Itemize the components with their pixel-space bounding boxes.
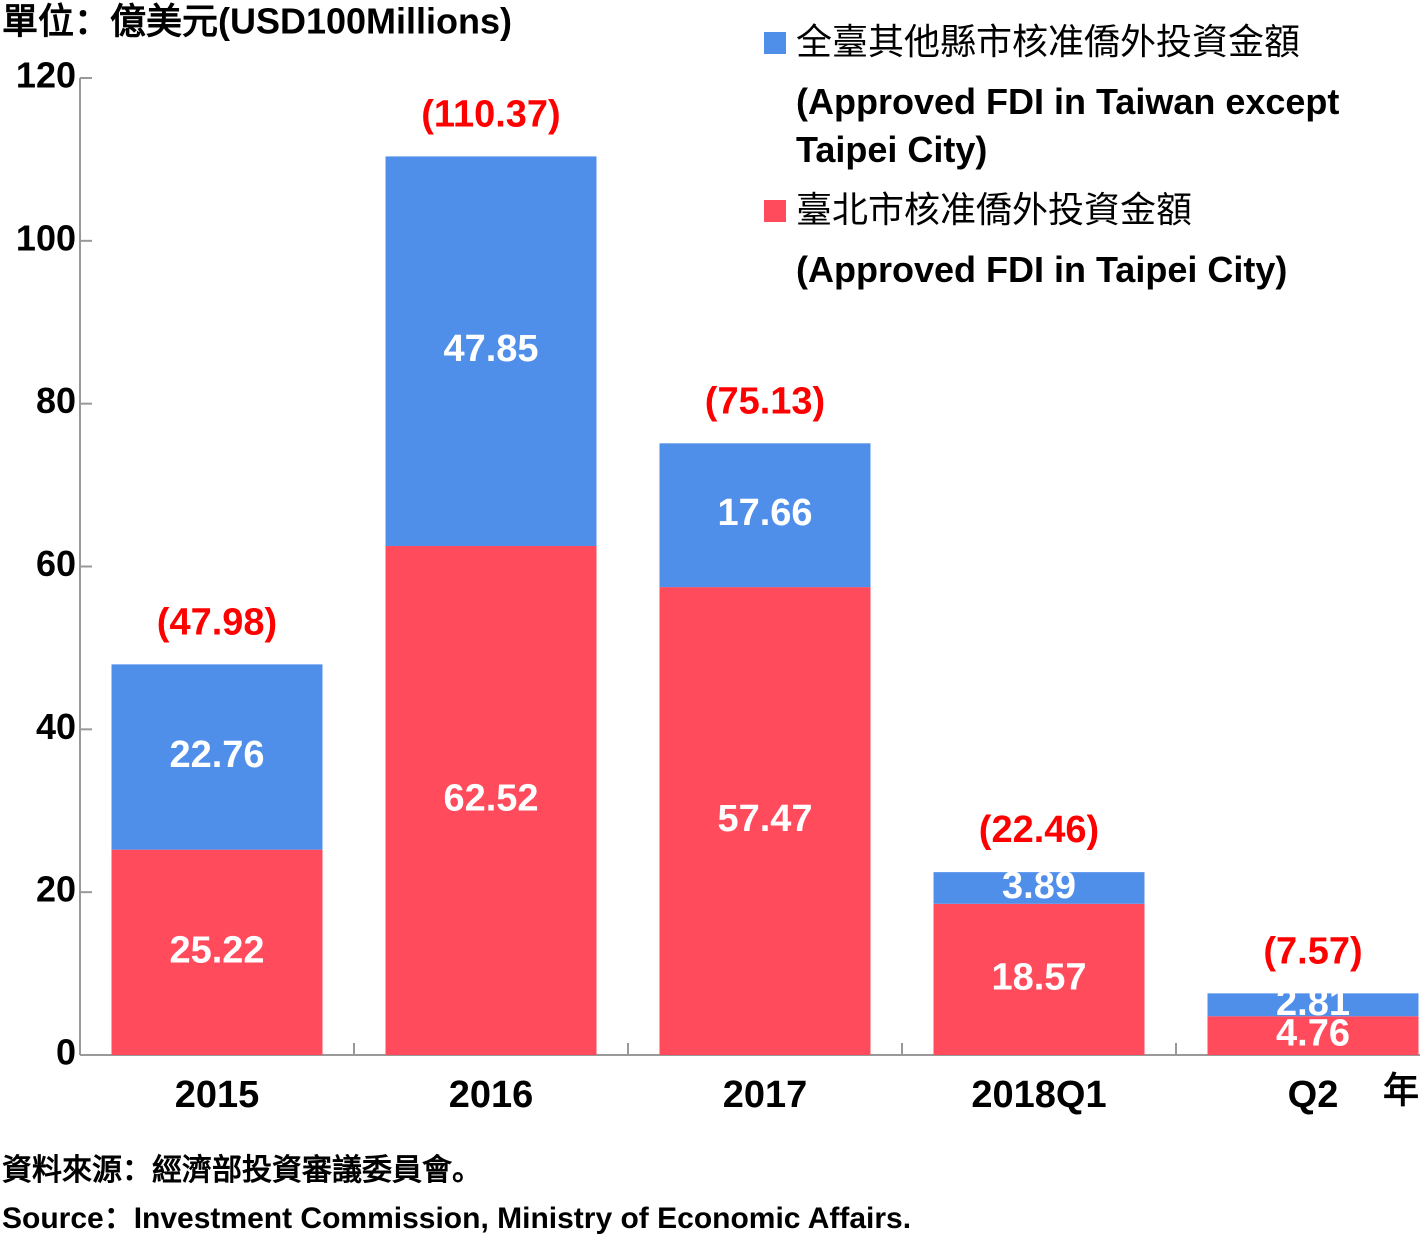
x-tick-label: 2015 xyxy=(175,1074,260,1116)
legend-swatch xyxy=(764,200,786,222)
value-label: 47.85 xyxy=(443,328,538,370)
value-label: 57.47 xyxy=(717,798,812,840)
bar-segment xyxy=(1207,1016,1419,1055)
bar-segment xyxy=(659,443,871,588)
x-tick-label: 2016 xyxy=(449,1074,534,1116)
bar-segment xyxy=(385,156,597,546)
x-tick-label: Q2 xyxy=(1288,1074,1339,1116)
total-label: (75.13) xyxy=(705,380,825,422)
total-label: (47.98) xyxy=(157,601,277,643)
x-tick-label: 2018Q1 xyxy=(971,1074,1106,1116)
y-tick-label: 20 xyxy=(36,869,76,910)
legend-label: 臺北市核准僑外投資金額(Approved FDI in Taipei City) xyxy=(796,189,1287,290)
total-label: (22.46) xyxy=(979,809,1099,851)
y-tick-label: 40 xyxy=(36,706,76,747)
bar-segment xyxy=(659,587,871,1055)
value-label: 4.76 xyxy=(1276,1013,1350,1055)
value-label: 3.89 xyxy=(1002,865,1076,907)
value-label: 17.66 xyxy=(717,492,812,534)
y-tick-label: 60 xyxy=(36,543,76,584)
bar-segment xyxy=(111,664,323,850)
total-label: (110.37) xyxy=(421,93,560,135)
y-axis-label: 單位：億美元(USD100Millions) xyxy=(2,1,512,42)
x-axis-unit: 年 xyxy=(1383,1070,1419,1111)
value-label: 18.57 xyxy=(991,956,1086,998)
value-label: 22.76 xyxy=(169,734,264,776)
bar-segment xyxy=(1207,993,1419,1017)
x-tick-label: 2017 xyxy=(723,1074,808,1116)
legend-swatch xyxy=(764,32,786,54)
bar-segment xyxy=(933,872,1145,904)
value-label: 62.52 xyxy=(443,778,538,820)
source: Source：Investment Commission, Ministry o… xyxy=(2,1202,911,1235)
value-label: 25.22 xyxy=(169,929,264,971)
value-label: 2.81 xyxy=(1276,982,1350,1024)
y-tick-label: 0 xyxy=(56,1032,76,1073)
bar-segment xyxy=(385,545,597,1055)
bar-segment xyxy=(111,849,323,1055)
bar-segment xyxy=(933,903,1145,1055)
legend-label: 全臺其他縣市核准僑外投資金額(Approved FDI in Taiwan ex… xyxy=(796,21,1339,170)
y-tick-label: 120 xyxy=(16,55,76,96)
y-tick-label: 100 xyxy=(16,217,76,258)
total-label: (7.57) xyxy=(1263,930,1362,972)
y-tick-label: 80 xyxy=(36,380,76,421)
source: 資料來源：經濟部投資審議委員會。 xyxy=(2,1153,482,1187)
